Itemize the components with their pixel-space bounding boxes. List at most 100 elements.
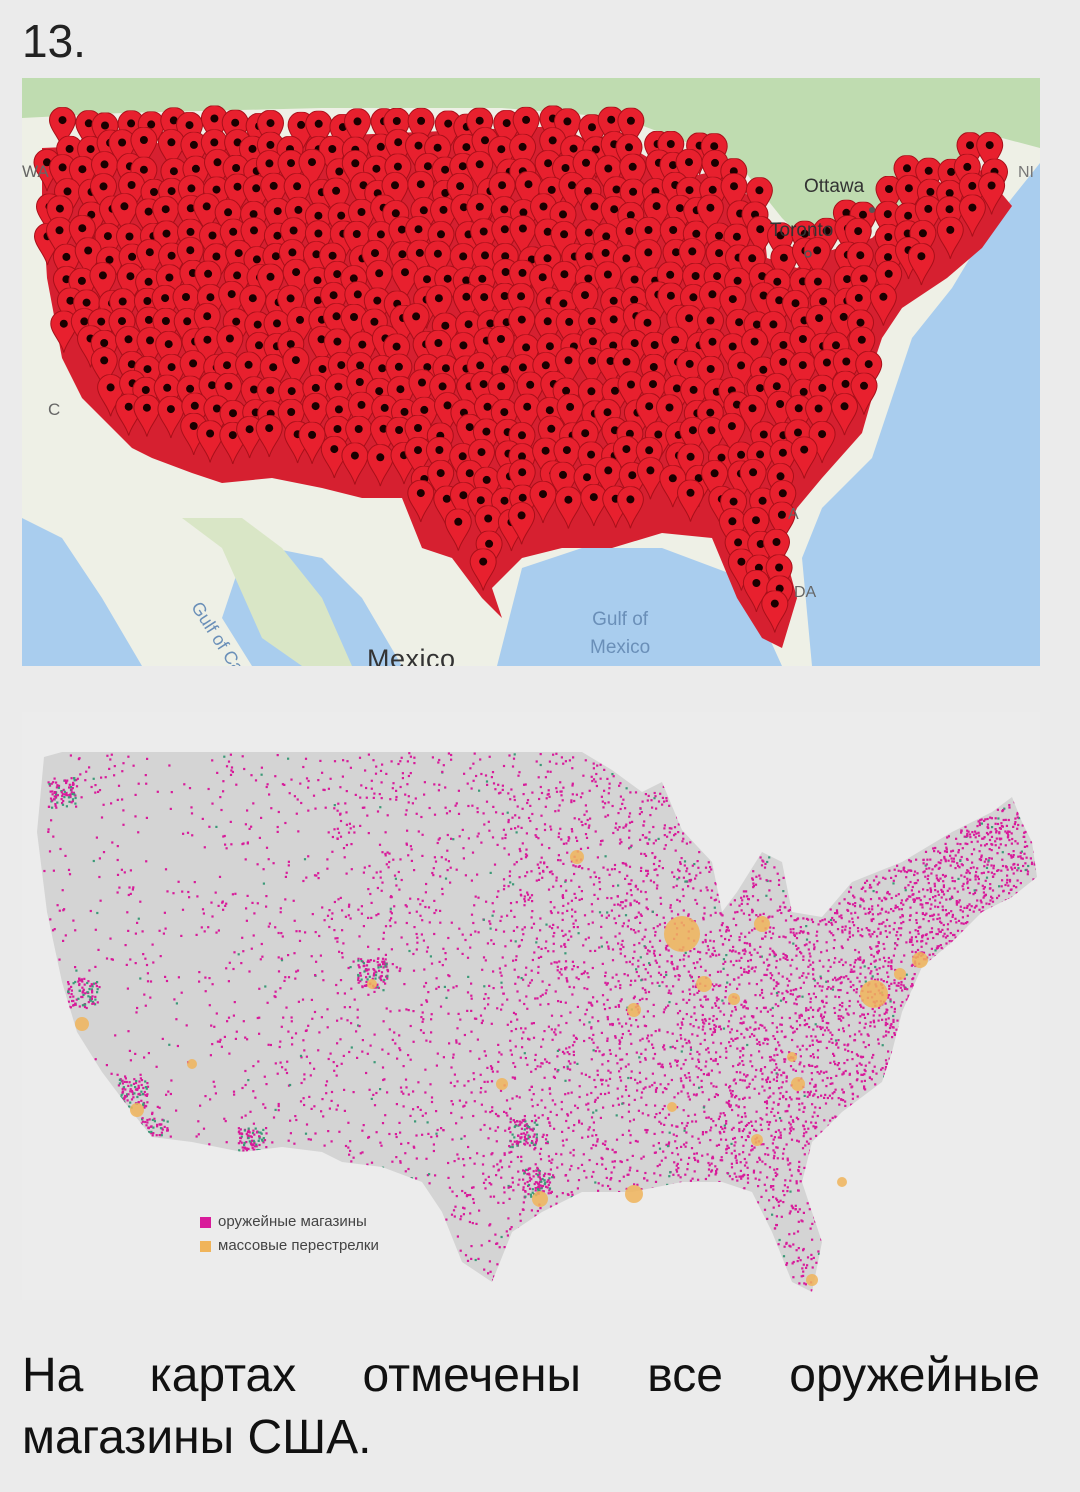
gun-shop-dot — [280, 957, 283, 960]
gun-shop-dot — [413, 926, 416, 929]
gun-shop-dot — [428, 921, 431, 924]
gun-shop-dot — [276, 1072, 279, 1075]
gun-shop-dot — [390, 760, 393, 763]
gun-shop-dot — [624, 807, 627, 810]
gun-shop-dot — [997, 894, 1001, 897]
gun-shop-dot — [774, 1174, 778, 1178]
gun-shop-dot — [455, 985, 458, 988]
gun-shop-dot — [600, 795, 603, 798]
gun-shop-dot — [814, 1035, 817, 1038]
gun-shop-dot — [925, 912, 928, 915]
gun-shop-dot — [814, 996, 817, 999]
gun-shop-dot — [83, 992, 87, 995]
gun-shop-dot — [728, 1175, 731, 1178]
gun-shop-dot — [825, 1021, 828, 1025]
gun-shop-dot — [1024, 862, 1027, 865]
gun-shop-dot — [210, 901, 213, 904]
gun-shop-dot — [1008, 806, 1011, 809]
gun-shop-dot — [209, 1098, 212, 1101]
gun-shop-dot — [563, 942, 566, 946]
gun-shop-dot — [570, 801, 573, 804]
gun-shop-dot — [805, 1048, 808, 1051]
gun-shop-dot — [765, 1100, 768, 1103]
gun-shop-dot — [871, 1007, 874, 1011]
gun-shops-density-map: оружейные магазины массовые перестрелки — [22, 712, 1040, 1300]
gun-shop-dot — [861, 898, 864, 901]
gun-shop-dot — [437, 789, 440, 792]
gun-shop-dot — [1034, 861, 1037, 864]
gun-shop-dot — [572, 1129, 575, 1132]
gun-shop-dot — [614, 1151, 617, 1154]
gun-shop-dot — [825, 1070, 828, 1073]
gun-shop-dot — [509, 1228, 512, 1231]
gun-shop-dot — [775, 1072, 778, 1075]
gun-shop-dot — [877, 904, 880, 907]
gun-shop-dot — [789, 1162, 792, 1165]
gun-shop-dot — [362, 1124, 365, 1127]
gun-shop-dot — [557, 911, 560, 914]
gun-shop-dot — [715, 1051, 718, 1054]
gun-shop-dot — [1021, 857, 1024, 860]
gun-shop-dot — [256, 1016, 259, 1020]
gun-shop-dot — [885, 1062, 888, 1065]
gun-shop-dot — [817, 1252, 821, 1255]
gun-shop-dot — [980, 910, 983, 914]
gun-shop-dot — [291, 1036, 294, 1039]
gun-shop-dot — [572, 1034, 575, 1037]
gun-shop-dot — [762, 961, 765, 964]
gun-shop-dot — [369, 1044, 372, 1047]
gun-shop-dot — [914, 935, 918, 939]
gun-shop-dot — [736, 1047, 739, 1050]
gun-shop-dot — [739, 1078, 742, 1081]
gun-shop-dot — [831, 923, 834, 926]
gun-shop-dot — [878, 958, 881, 961]
gun-shop-dot — [800, 1219, 803, 1222]
gun-shop-dot — [760, 988, 764, 992]
gun-shop-dot — [978, 822, 981, 825]
gun-shop-dot — [651, 1187, 654, 1190]
gun-shop-dot — [806, 1202, 809, 1205]
gun-shop-dot — [222, 908, 225, 911]
gun-shop-dot — [607, 1069, 610, 1072]
gun-shop-dot — [776, 994, 779, 997]
gun-shop-dot — [771, 1213, 774, 1216]
gun-shop-dot — [496, 843, 499, 846]
gun-shop-dot — [507, 1186, 510, 1189]
gun-shop-dot — [936, 890, 939, 893]
gun-shop-dot — [802, 958, 805, 961]
gun-shop-dot — [670, 827, 673, 830]
gun-shop-dot — [399, 967, 402, 970]
gun-shop-dot — [431, 871, 434, 875]
gun-shop-dot — [257, 1060, 260, 1063]
gun-shop-dot — [851, 970, 854, 973]
gun-shop-dot — [534, 1053, 537, 1056]
gun-shop-dot — [646, 1129, 649, 1132]
gun-shop-dot — [307, 1138, 310, 1141]
gun-shop-dot — [856, 927, 860, 930]
gun-shop-dot — [911, 943, 914, 946]
gun-shop-dot — [523, 783, 526, 786]
gun-shop-dot — [407, 795, 410, 798]
gun-shop-dot — [663, 834, 666, 837]
gun-shop-dot — [958, 899, 961, 902]
gun-shop-dot — [365, 796, 368, 799]
gun-shop-dot — [849, 985, 852, 988]
gun-shop-dot — [842, 1016, 845, 1019]
gun-shop-dot — [766, 968, 769, 971]
gun-shop-dot — [435, 1064, 438, 1067]
gun-shop-dot — [532, 1036, 536, 1039]
gun-shop-dot — [728, 1099, 731, 1103]
gun-shop-dot — [495, 928, 498, 931]
gun-shop-dot — [728, 938, 731, 942]
gun-shop-dot — [505, 1111, 508, 1115]
gun-shop-dot — [507, 885, 510, 888]
gun-shop-dot — [150, 1132, 153, 1135]
gun-shop-dot — [876, 883, 879, 886]
gun-shop-dot — [688, 1098, 691, 1101]
gun-shop-dot — [798, 976, 801, 979]
gun-shop-dot — [600, 840, 603, 843]
gun-shop-dot — [892, 1014, 895, 1018]
gun-shop-dot — [372, 759, 375, 762]
gun-shop-dot — [483, 1007, 486, 1010]
gun-shop-dot — [863, 965, 866, 968]
